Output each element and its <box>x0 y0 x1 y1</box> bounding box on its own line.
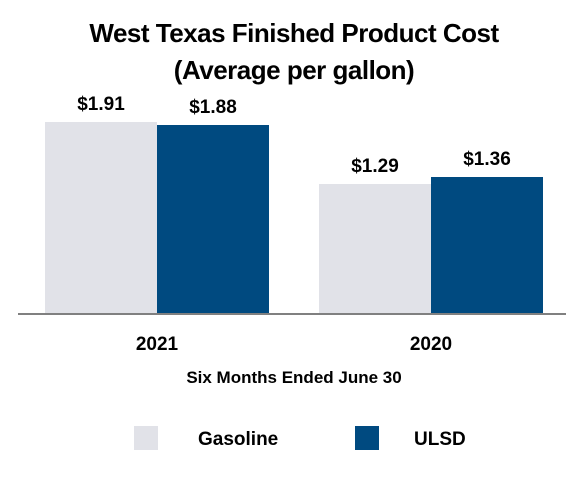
legend-label-gasoline: Gasoline <box>198 429 278 450</box>
data-label-gasoline-2021: $1.91 <box>77 94 125 115</box>
bar-gasoline-2020 <box>319 184 431 313</box>
category-label-2021: 2021 <box>136 334 179 355</box>
category-label-2020: 2020 <box>410 334 452 355</box>
chart-title: West Texas Finished Product Cost <box>89 18 499 48</box>
data-label-ulsd-2020: $1.36 <box>463 149 511 170</box>
chart-subtitle: (Average per gallon) <box>174 55 414 85</box>
bar-gasoline-2021 <box>45 122 157 313</box>
bar-ulsd-2020 <box>431 177 543 313</box>
legend-label-ulsd: ULSD <box>414 429 466 450</box>
legend-swatch-gasoline <box>134 426 158 450</box>
data-label-gasoline-2020: $1.29 <box>351 156 399 177</box>
data-label-ulsd-2021: $1.88 <box>189 97 237 118</box>
legend: Gasoline ULSD <box>134 426 466 450</box>
bar-ulsd-2021 <box>157 125 269 313</box>
legend-swatch-ulsd <box>355 426 379 450</box>
labels-layer: $1.91 $1.88 2021 $1.29 $1.36 2020 <box>77 94 511 355</box>
x-axis-label: Six Months Ended June 30 <box>186 368 401 387</box>
bars-layer <box>45 122 543 313</box>
